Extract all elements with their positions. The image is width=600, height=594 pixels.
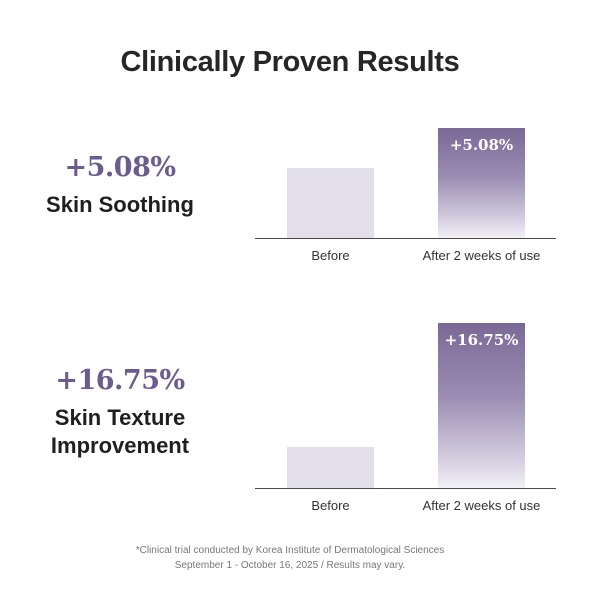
- metric-skin-soothing: +5.08% Skin Soothing: [20, 152, 220, 219]
- chart-baseline: [255, 238, 556, 239]
- tick-label-after: After 2 weeks of use: [422, 248, 541, 263]
- page-title: Clinically Proven Results: [120, 46, 460, 78]
- bar-data-label: +5.08%: [449, 135, 514, 154]
- metric-value: +16.75%: [55, 365, 185, 396]
- bar-chart-skin-texture: +16.75% Before After 2 weeks of use: [255, 300, 560, 520]
- bar-chart-skin-soothing: +5.08% Before After 2 weeks of use: [255, 100, 560, 270]
- metric-skin-texture: +16.75% Skin Texture Improvement: [20, 365, 220, 460]
- bar-after: +16.75%: [438, 323, 525, 488]
- bar-data-label: +16.75%: [444, 331, 519, 350]
- bar-before: [287, 447, 374, 488]
- footnote-line: *Clinical trial conducted by Korea Insti…: [135, 545, 445, 556]
- metric-label: Skin Soothing: [46, 192, 194, 217]
- metric-label-line: Skin Texture: [54, 405, 186, 430]
- tick-label-before: Before: [311, 498, 350, 513]
- footnote-line: September 1 - October 16, 2025 / Results…: [174, 560, 406, 571]
- metric-label-line: Improvement: [50, 433, 190, 458]
- bar-before: [287, 168, 374, 238]
- footnote: *Clinical trial conducted by Korea Insti…: [0, 543, 580, 573]
- bar-after: +5.08%: [438, 127, 525, 238]
- chart-baseline: [255, 488, 556, 489]
- metric-value: +5.08%: [64, 152, 176, 183]
- tick-label-before: Before: [311, 248, 350, 263]
- tick-label-after: After 2 weeks of use: [422, 498, 541, 513]
